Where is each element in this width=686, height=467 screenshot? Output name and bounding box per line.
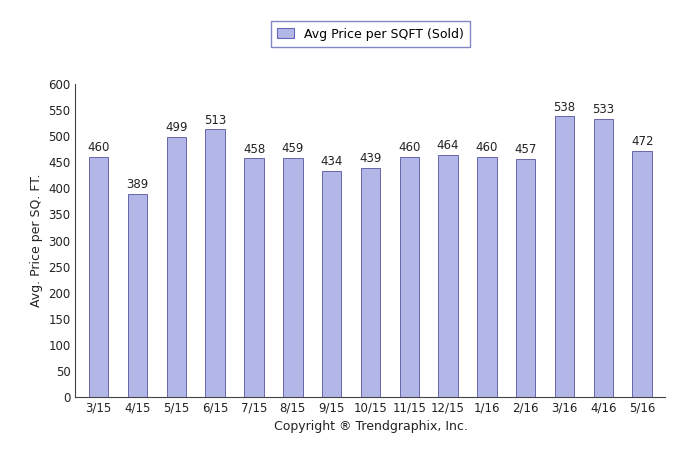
Bar [322, 170, 342, 397]
Bar [555, 116, 574, 397]
Text: 389: 389 [126, 178, 149, 191]
Bar [477, 157, 497, 397]
Bar [516, 159, 535, 397]
Text: 458: 458 [243, 142, 265, 156]
Bar [438, 155, 458, 397]
Text: 464: 464 [437, 139, 460, 152]
Text: 460: 460 [88, 142, 110, 155]
Text: 439: 439 [359, 152, 381, 165]
Text: 533: 533 [592, 103, 615, 116]
Bar [593, 119, 613, 397]
Bar [399, 157, 419, 397]
Text: 538: 538 [554, 101, 576, 114]
Bar [167, 137, 186, 397]
Bar [632, 151, 652, 397]
X-axis label: Copyright ® Trendgraphix, Inc.: Copyright ® Trendgraphix, Inc. [274, 420, 467, 433]
Bar [244, 158, 263, 397]
Text: 472: 472 [631, 135, 653, 148]
Text: 459: 459 [282, 142, 304, 155]
Text: 499: 499 [165, 121, 188, 134]
Bar [361, 168, 380, 397]
Bar [89, 157, 108, 397]
Text: 513: 513 [204, 114, 226, 127]
Bar [206, 129, 225, 397]
Bar [128, 194, 147, 397]
Text: 457: 457 [514, 143, 537, 156]
Text: 460: 460 [398, 142, 421, 155]
Bar [283, 157, 303, 397]
Y-axis label: Avg. Price per SQ. FT.: Avg. Price per SQ. FT. [29, 174, 43, 307]
Legend: Avg Price per SQFT (Sold): Avg Price per SQFT (Sold) [270, 21, 471, 47]
Text: 434: 434 [320, 155, 343, 168]
Text: 460: 460 [475, 142, 498, 155]
